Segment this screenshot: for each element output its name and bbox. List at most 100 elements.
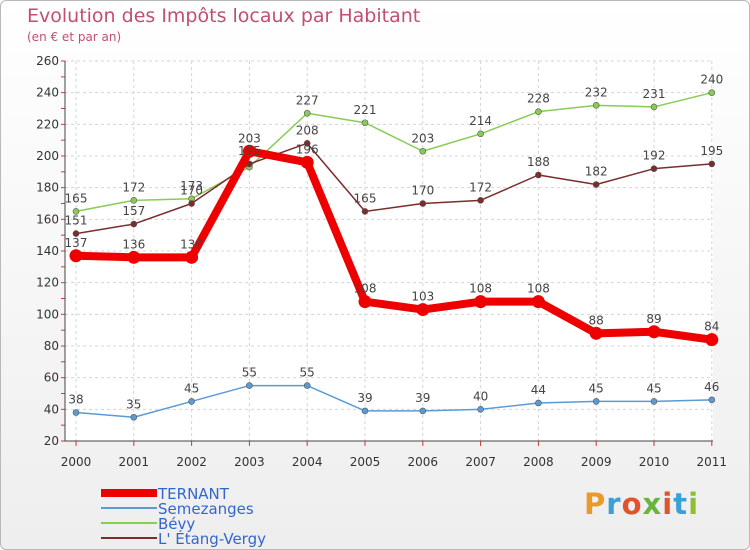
data-label: 221 xyxy=(354,103,377,117)
data-label: 165 xyxy=(354,191,377,205)
data-label: 195 xyxy=(700,144,723,158)
data-point xyxy=(303,109,311,117)
series-line-Bévy xyxy=(75,91,712,213)
data-label: 45 xyxy=(589,381,604,395)
x-tick-label: 2000 xyxy=(61,455,92,469)
x-tick-label: 2011 xyxy=(697,455,728,469)
data-label: 55 xyxy=(300,366,315,380)
data-label: 89 xyxy=(646,312,661,326)
data-label: 88 xyxy=(589,313,604,327)
data-point xyxy=(72,208,80,215)
y-tick-label: 120 xyxy=(36,276,59,290)
data-label: 214 xyxy=(469,114,492,128)
data-point xyxy=(647,325,661,339)
x-tick-label: 2010 xyxy=(639,455,670,469)
data-label: 84 xyxy=(704,320,719,334)
data-label: 182 xyxy=(585,165,608,179)
data-label: 38 xyxy=(68,393,83,407)
data-label: 165 xyxy=(65,191,88,205)
data-point xyxy=(242,144,256,158)
data-label: 192 xyxy=(643,149,666,163)
data-label: 136 xyxy=(180,237,203,251)
data-label: 39 xyxy=(415,391,430,405)
data-point xyxy=(477,130,484,138)
data-label: 35 xyxy=(126,397,141,411)
data-label: 40 xyxy=(473,389,488,403)
data-point xyxy=(705,333,719,347)
data-point xyxy=(592,102,600,109)
data-point xyxy=(130,197,138,204)
y-tick-label: 40 xyxy=(44,402,59,416)
y-tick-label: 240 xyxy=(36,86,59,100)
series-line-L' Étang-Vergy xyxy=(75,142,712,235)
data-label: 188 xyxy=(527,155,550,169)
series-line-Semezanges xyxy=(75,384,712,418)
logo-letter: x xyxy=(642,487,663,521)
proxiti-logo: Proxiti xyxy=(584,487,699,521)
data-point xyxy=(185,250,199,264)
data-point xyxy=(708,89,716,96)
data-point xyxy=(419,200,427,207)
data-point xyxy=(592,181,600,188)
x-tick-label: 2001 xyxy=(119,455,150,469)
data-point xyxy=(72,409,80,416)
data-label: 170 xyxy=(411,184,434,198)
data-point xyxy=(535,171,542,179)
data-label: 195 xyxy=(238,144,261,158)
legend-label: Bévy xyxy=(158,515,195,533)
data-point xyxy=(246,382,253,389)
data-point xyxy=(72,230,80,237)
y-tick-label: 20 xyxy=(44,434,59,448)
x-tick-label: 2009 xyxy=(581,455,612,469)
data-label: 39 xyxy=(357,391,372,405)
y-tick-label: 160 xyxy=(36,212,59,226)
logo-letter: t xyxy=(673,487,689,521)
x-tick-label: 2003 xyxy=(234,455,265,469)
y-tick-label: 180 xyxy=(36,181,59,195)
chart-title: Evolution des Impôts locaux par Habitant xyxy=(27,5,421,27)
chart-subtitle: (en € et par an) xyxy=(27,30,122,44)
x-tick-label: 2005 xyxy=(350,455,381,469)
data-point xyxy=(303,140,311,147)
x-tick-label: 2008 xyxy=(523,455,554,469)
data-point xyxy=(361,208,369,215)
y-tick-label: 60 xyxy=(44,371,59,385)
data-label: 203 xyxy=(238,131,261,145)
data-label: 228 xyxy=(527,92,550,106)
data-point xyxy=(650,398,658,405)
legend-label: TERNANT xyxy=(157,485,230,503)
data-point xyxy=(589,326,603,340)
data-label: 103 xyxy=(411,290,434,304)
data-point xyxy=(300,155,314,169)
data-point xyxy=(419,407,427,415)
series-line-TERNANT xyxy=(75,147,713,344)
logo-letter: i xyxy=(662,487,674,521)
data-label: 108 xyxy=(527,282,550,296)
data-point xyxy=(477,197,484,204)
x-tick-label: 2007 xyxy=(465,455,496,469)
x-tick-label: 2002 xyxy=(176,455,207,469)
data-label: 108 xyxy=(354,282,377,296)
y-tick-label: 80 xyxy=(44,339,59,353)
logo-letter: P xyxy=(584,487,607,521)
data-label: 151 xyxy=(65,214,88,228)
data-label: 46 xyxy=(704,380,719,394)
data-label: 172 xyxy=(122,180,145,194)
data-label: 137 xyxy=(65,236,88,250)
logo-letter: i xyxy=(688,487,700,521)
data-point xyxy=(361,407,369,415)
data-label: 108 xyxy=(469,282,492,296)
legend-label: Semezanges xyxy=(158,500,254,518)
data-point xyxy=(69,249,83,263)
logo-letter: o xyxy=(621,487,643,521)
data-point xyxy=(127,250,141,264)
data-label: 172 xyxy=(469,180,492,194)
logo-letter: r xyxy=(606,487,622,521)
data-label: 240 xyxy=(700,73,723,87)
data-label: 55 xyxy=(242,366,257,380)
data-label: 232 xyxy=(585,85,608,99)
data-label: 203 xyxy=(411,131,434,145)
data-label: 173 xyxy=(180,179,203,193)
data-point xyxy=(708,160,716,168)
